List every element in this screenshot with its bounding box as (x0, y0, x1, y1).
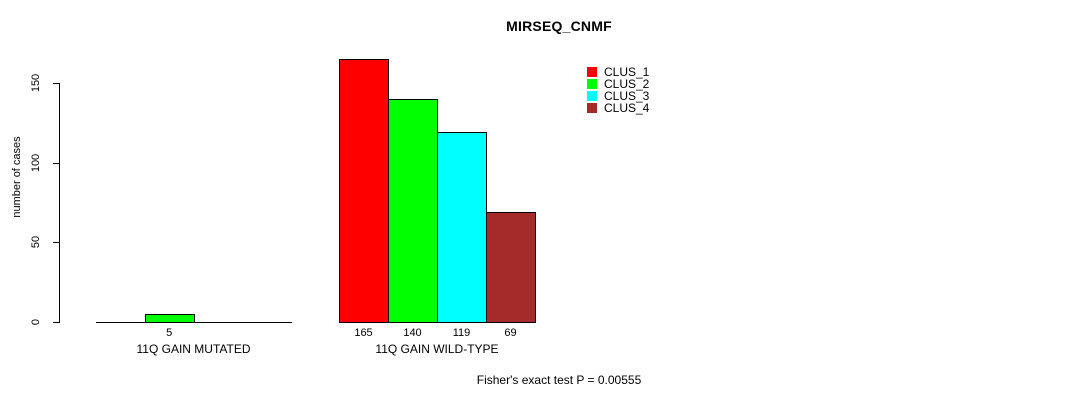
y-axis-title: number of cases (11, 136, 23, 218)
legend-swatch-icon (587, 91, 597, 101)
legend-label: CLUS_2 (604, 77, 650, 91)
bar-clus_2 (388, 98, 438, 323)
bar-clus_4 (486, 212, 536, 323)
legend-label: CLUS_3 (604, 89, 650, 103)
legend-swatch-icon (587, 67, 597, 77)
y-axis-tick (53, 162, 59, 164)
legend-swatch-icon (587, 79, 597, 89)
y-axis-tick-label: 150 (30, 73, 42, 93)
legend: CLUS_1 CLUS_2 CLUS_3 CLUS_4 (587, 66, 649, 114)
legend-label: CLUS_1 (604, 65, 650, 79)
bar-value-label: 140 (403, 327, 422, 339)
annotation-fisher-test: Fisher's exact test P = 0.00555 (476, 373, 642, 387)
y-axis-tick (53, 322, 59, 323)
bar-clus_2 (144, 314, 195, 323)
legend-item-clus_1: CLUS_1 (587, 66, 649, 78)
y-axis-tick-label: 100 (30, 153, 42, 172)
y-axis-tick (53, 242, 59, 244)
bar-value-label: 69 (504, 327, 517, 339)
legend-item-clus_4: CLUS_4 (587, 102, 649, 114)
bar-clus_1 (339, 59, 389, 323)
y-axis-tick-label: 50 (30, 236, 42, 249)
category-label: 11Q GAIN WILD-TYPE (375, 342, 499, 356)
bar-value-label: 5 (166, 327, 173, 339)
legend-item-clus_3: CLUS_3 (587, 90, 649, 102)
y-axis-tick (53, 83, 59, 84)
legend-swatch-icon (587, 103, 597, 113)
legend-item-clus_2: CLUS_2 (587, 78, 649, 90)
category-label: 11Q GAIN MUTATED (136, 342, 251, 356)
legend-label: CLUS_4 (604, 101, 650, 115)
bar-clus_3 (437, 132, 487, 323)
y-axis-tick-label: 0 (30, 318, 42, 326)
chart-title: MIRSEQ_CNMF (506, 18, 612, 34)
bar-value-label: 119 (452, 327, 471, 339)
bar-value-label: 165 (354, 327, 373, 339)
y-axis-line (59, 83, 60, 323)
